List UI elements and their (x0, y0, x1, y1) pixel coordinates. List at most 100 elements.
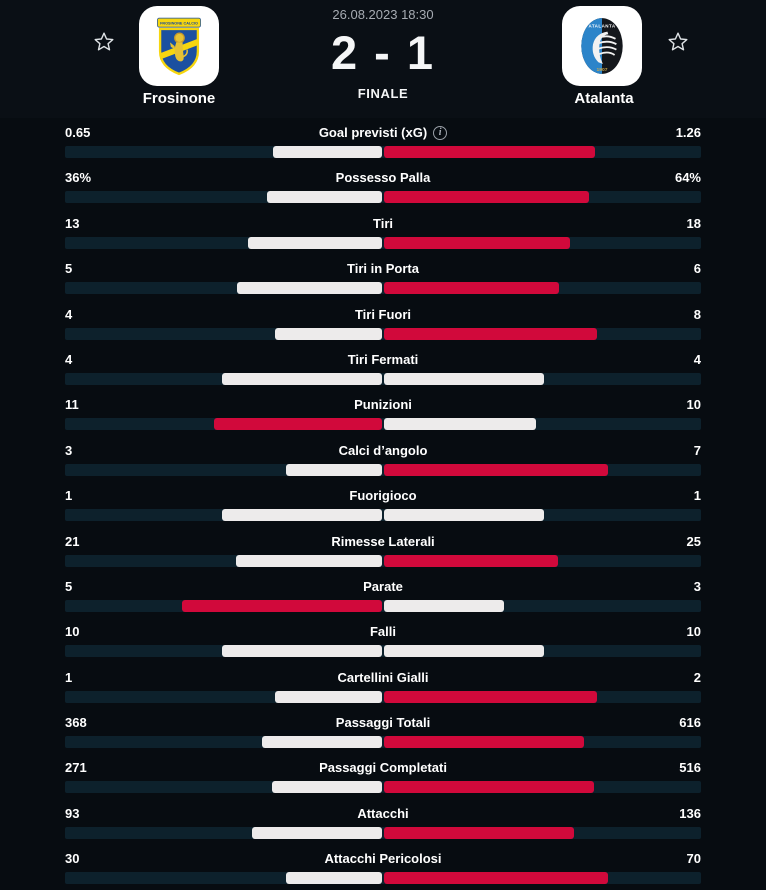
away-value: 616 (679, 715, 701, 731)
home-value: 10 (65, 624, 80, 640)
stat-bar-track (65, 781, 701, 794)
home-bar (275, 690, 382, 703)
home-bar (252, 826, 382, 839)
stat-row: 5 Parate 3 (65, 572, 701, 617)
home-bar (222, 372, 382, 385)
away-value: 4 (693, 351, 701, 367)
stat-row: 368 Passaggi Totali 616 (65, 708, 701, 753)
away-bar (384, 418, 536, 431)
home-bar (248, 236, 382, 249)
away-bar (384, 826, 574, 839)
away-value: 7 (693, 442, 701, 458)
away-bar (384, 146, 595, 158)
stat-label: Tiri Fermati (347, 351, 419, 367)
stat-label: Possesso Palla (335, 170, 431, 186)
away-bar (384, 327, 597, 340)
home-bar (273, 146, 382, 158)
svg-text:ATALANTA: ATALANTA (588, 24, 615, 29)
stat-label: Falli (369, 624, 396, 640)
stat-label: Cartellini Gialli (337, 669, 429, 685)
stat-row: 13 Tiri 18 (65, 209, 701, 254)
stat-bar-track (65, 872, 701, 885)
stat-bar-track (65, 554, 701, 567)
stat-bar-track (65, 509, 701, 522)
home-value: 21 (65, 533, 80, 549)
away-value: 1.26 (675, 125, 701, 140)
stat-bar-track (65, 826, 701, 839)
home-value: 368 (65, 715, 87, 731)
stat-bar-track (65, 372, 701, 385)
home-bar (286, 463, 382, 476)
home-value: 271 (65, 760, 87, 776)
away-value: 8 (693, 306, 701, 322)
stat-row: 0.65 Goal previsti (xG) i 1.26 (65, 118, 701, 163)
away-bar (384, 509, 544, 522)
away-value: 1 (693, 488, 701, 504)
away-value: 64% (674, 170, 701, 186)
stat-bar-track (65, 146, 701, 158)
away-bar (384, 872, 608, 885)
stat-label: Parate (363, 578, 403, 594)
stat-label: Tiri (373, 215, 393, 231)
away-bar (384, 372, 544, 385)
stat-label: Passaggi Completati (319, 760, 447, 776)
stat-label: Punizioni (354, 397, 412, 413)
away-bar (384, 236, 570, 249)
home-value: 0.65 (65, 125, 91, 140)
info-icon[interactable]: i (433, 126, 448, 140)
match-datetime: 26.08.2023 18:30 (332, 7, 434, 22)
stat-bar-track (65, 599, 701, 612)
home-bar (222, 509, 382, 522)
home-bar (236, 554, 382, 567)
frosinone-crest-icon: FROSINONE CALCIO (157, 17, 201, 76)
stat-label: Tiri Fuori (354, 306, 412, 322)
stat-label: Attacchi (357, 805, 409, 821)
away-value: 10 (686, 624, 701, 640)
stat-label: Passaggi Totali (335, 715, 431, 731)
home-bar (214, 418, 382, 431)
home-value: 1 (65, 669, 73, 685)
away-team-logo[interactable]: ATALANTA 1907 (562, 6, 642, 86)
stat-row: 10 Falli 10 (65, 617, 701, 662)
stat-row: 11 Punizioni 10 (65, 390, 701, 435)
home-value: 3 (65, 442, 73, 458)
stat-row: 21 Rimesse Laterali 25 (65, 527, 701, 572)
away-value: 10 (686, 397, 701, 413)
stat-row: 93 Attacchi 136 (65, 799, 701, 844)
stat-label: Rimesse Laterali (331, 533, 435, 549)
home-bar (286, 872, 382, 885)
stat-row: 4 Tiri Fermati 4 (65, 345, 701, 390)
away-team-name[interactable]: Atalanta (574, 90, 634, 107)
home-team-logo[interactable]: FROSINONE CALCIO (139, 6, 219, 86)
favorite-star-away-icon[interactable] (666, 30, 690, 54)
home-value: 4 (65, 351, 73, 367)
home-bar (182, 599, 382, 612)
home-bar (222, 645, 382, 658)
away-value: 2 (693, 669, 701, 685)
stat-row: 1 Fuorigioco 1 (65, 481, 701, 526)
home-bar (272, 781, 382, 794)
match-header: FROSINONE CALCIO Frosinone 26.08.2023 18… (0, 0, 766, 118)
away-value: 6 (693, 261, 701, 277)
away-bar (384, 736, 584, 749)
stats-list: 0.65 Goal previsti (xG) i 1.26 36% Posse… (0, 118, 766, 890)
away-value: 70 (686, 851, 701, 867)
home-value: 36% (65, 170, 92, 186)
stat-bar-track (65, 191, 701, 204)
away-bar (384, 463, 608, 476)
home-team-name[interactable]: Frosinone (142, 90, 216, 107)
favorite-star-home-icon[interactable] (92, 30, 116, 54)
stat-bar-track (65, 690, 701, 703)
home-bar (237, 282, 382, 295)
away-bar (384, 191, 589, 204)
stat-row: 271 Passaggi Completati 516 (65, 753, 701, 798)
stat-label: Fuorigioco (349, 488, 417, 504)
home-value: 13 (65, 215, 80, 231)
stat-bar-track (65, 463, 701, 476)
home-value: 11 (65, 397, 79, 413)
stat-row: 36% Possesso Palla 64% (65, 163, 701, 208)
away-bar (384, 645, 544, 658)
away-value: 516 (679, 760, 701, 776)
stat-bar-track (65, 418, 701, 431)
stat-bar-track (65, 645, 701, 658)
